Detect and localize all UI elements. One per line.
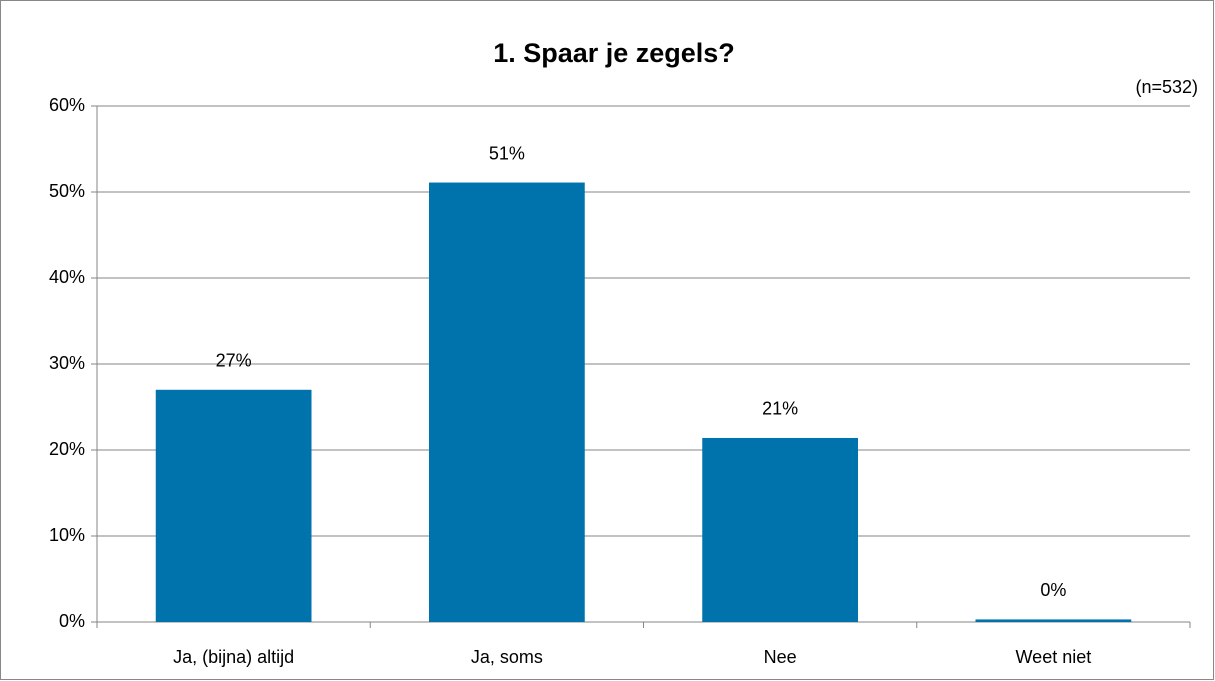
- y-tick-label: 20%: [49, 439, 85, 459]
- chart-title: 1. Spaar je zegels?: [493, 38, 735, 68]
- x-tick-label: Nee: [764, 647, 797, 667]
- data-label: 27%: [216, 351, 252, 371]
- data-label: 0%: [1040, 580, 1066, 600]
- bar: [702, 437, 859, 622]
- y-tick-label: 50%: [49, 181, 85, 201]
- x-tick-label: Ja, (bijna) altijd: [173, 647, 294, 667]
- y-tick-label: 0%: [59, 611, 85, 631]
- x-tick-label: Weet niet: [1016, 647, 1092, 667]
- chart-subtitle: (n=532): [1135, 77, 1198, 97]
- y-tick-label: 10%: [49, 525, 85, 545]
- bar: [975, 619, 1132, 622]
- y-tick-label: 40%: [49, 267, 85, 287]
- y-tick-label: 30%: [49, 353, 85, 373]
- bar: [428, 182, 585, 623]
- y-tick-label: 60%: [49, 95, 85, 115]
- x-tick-label: Ja, soms: [471, 647, 543, 667]
- data-label: 51%: [489, 143, 525, 163]
- data-label: 21%: [762, 399, 798, 419]
- bar: [155, 389, 312, 622]
